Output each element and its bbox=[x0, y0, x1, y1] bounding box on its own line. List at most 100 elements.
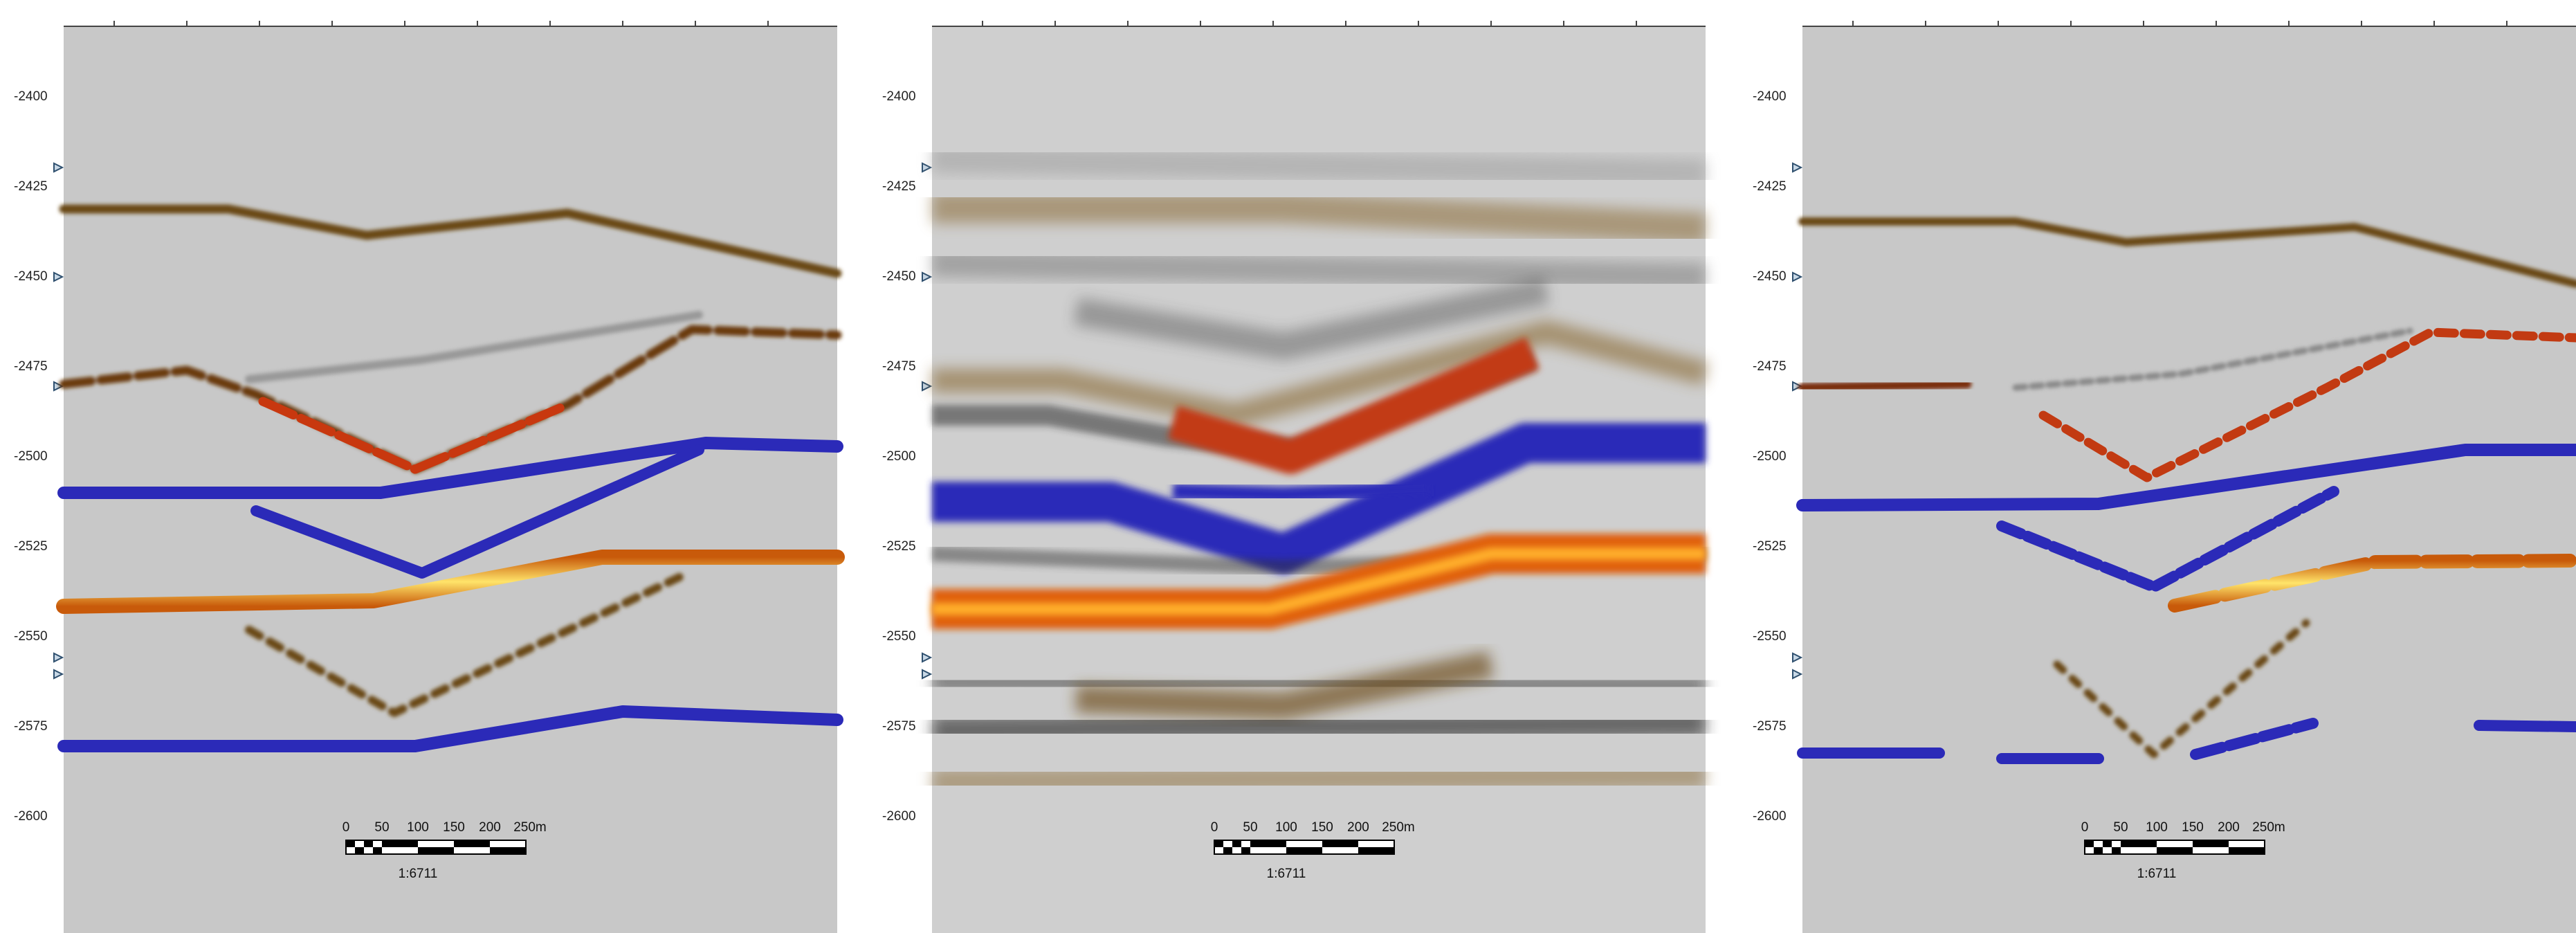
scale-label: 100 bbox=[2146, 820, 2168, 835]
scale-label: 100 bbox=[407, 820, 429, 835]
depth-axis: -2400 -2425 -2450 -2475 -2500 -2525 -255… bbox=[882, 89, 916, 824]
well-markers bbox=[53, 162, 64, 680]
marker-icon bbox=[922, 669, 933, 680]
depth-axis: -2400 -2425 -2450 -2475 -2500 -2525 -255… bbox=[14, 89, 48, 824]
depth-tick-label: -2450 bbox=[1753, 269, 1787, 284]
horizon-brown-lower bbox=[2053, 619, 2310, 759]
horizon-red bbox=[2038, 327, 2576, 482]
marker-icon bbox=[53, 652, 64, 663]
depth-tick-label: -2600 bbox=[882, 809, 916, 824]
horizon-blue-v bbox=[1996, 486, 2339, 592]
horizon-red bbox=[258, 397, 572, 474]
top-ticks bbox=[113, 21, 769, 26]
scale-bar: 0 50 100 150 200 250m 1:6711 bbox=[2081, 820, 2285, 881]
marker-icon bbox=[53, 669, 64, 680]
scale-ratio: 1:6711 bbox=[399, 867, 438, 881]
scale-label: 50 bbox=[1243, 820, 1257, 835]
horizon-brown-top bbox=[59, 204, 842, 278]
scale-label: 150 bbox=[1311, 820, 1333, 835]
horizon-gray bbox=[2012, 327, 2413, 391]
panel-left-canvas: -2400 -2425 -2450 -2475 -2500 -2525 -255… bbox=[14, 21, 845, 933]
marker-icon bbox=[1792, 652, 1803, 663]
horizon-blue-v bbox=[250, 444, 704, 579]
depth-tick-label: -2575 bbox=[14, 719, 48, 734]
depth-tick-label: -2400 bbox=[882, 89, 916, 104]
scale-label: 250m bbox=[513, 820, 547, 835]
marker-icon bbox=[1792, 271, 1803, 282]
depth-tick-label: -2400 bbox=[1753, 89, 1787, 104]
marker-icon bbox=[53, 271, 64, 282]
panel-middle: -2400 -2425 -2450 -2475 -2500 -2525 -255… bbox=[868, 0, 1709, 933]
depth-tick-label: -2425 bbox=[1753, 179, 1787, 194]
scale-label: 0 bbox=[342, 820, 350, 835]
depth-tick-label: -2475 bbox=[882, 359, 916, 374]
horizons bbox=[56, 204, 845, 752]
depth-tick-label: -2400 bbox=[14, 89, 48, 104]
depth-tick-label: -2500 bbox=[882, 449, 916, 464]
marker-icon bbox=[922, 162, 933, 173]
depth-tick-label: -2525 bbox=[1753, 539, 1787, 554]
horizon-blue-bottom-right bbox=[2474, 720, 2576, 732]
panel-right-canvas: -2400 -2425 -2450 -2475 -2500 -2525 -255… bbox=[1753, 21, 2576, 933]
depth-tick-label: -2500 bbox=[1753, 449, 1787, 464]
scale-label: 250m bbox=[1382, 820, 1415, 835]
marker-icon bbox=[922, 381, 933, 392]
depth-tick-label: -2600 bbox=[1753, 809, 1787, 824]
depth-tick-label: -2475 bbox=[1753, 359, 1787, 374]
scale-ratio: 1:6711 bbox=[1267, 867, 1306, 881]
marker-icon bbox=[922, 652, 933, 663]
marker-icon bbox=[1792, 669, 1803, 680]
scale-label: 150 bbox=[443, 820, 465, 835]
scale-label: 250m bbox=[2252, 820, 2285, 835]
scale-label: 0 bbox=[1211, 820, 1218, 835]
depth-tick-label: -2450 bbox=[14, 269, 48, 284]
horizon-gray bbox=[245, 311, 703, 383]
top-ticks bbox=[1852, 21, 2508, 26]
depth-tick-label: -2525 bbox=[14, 539, 48, 554]
depth-tick-label: -2550 bbox=[1753, 629, 1787, 644]
horizons bbox=[1795, 217, 2576, 764]
scale-label: 50 bbox=[2113, 820, 2128, 835]
scale-label: 0 bbox=[2081, 820, 2089, 835]
depth-tick-label: -2500 bbox=[14, 449, 48, 464]
seismic-background bbox=[1802, 26, 2576, 933]
top-ticks bbox=[982, 21, 1637, 26]
horizon-brown-left bbox=[1798, 379, 1972, 392]
depth-tick-label: -2425 bbox=[14, 179, 48, 194]
band-red-upper bbox=[1167, 337, 1540, 474]
panel-right: -2400 -2425 -2450 -2475 -2500 -2525 -255… bbox=[1739, 0, 2576, 933]
depth-tick-label: -2550 bbox=[14, 629, 48, 644]
horizon-brown-top bbox=[1798, 217, 2576, 288]
panel-middle-canvas: -2400 -2425 -2450 -2475 -2500 -2525 -255… bbox=[882, 21, 1709, 933]
seismic-bands bbox=[931, 145, 1709, 796]
scale-label: 200 bbox=[1347, 820, 1369, 835]
depth-tick-label: -2525 bbox=[882, 539, 916, 554]
depth-tick-label: -2575 bbox=[882, 719, 916, 734]
band-blue bbox=[932, 423, 1706, 574]
depth-tick-label: -2425 bbox=[882, 179, 916, 194]
depth-axis: -2400 -2425 -2450 -2475 -2500 -2525 -255… bbox=[1753, 89, 1787, 824]
scale-label: 150 bbox=[2182, 820, 2204, 835]
depth-tick-label: -2575 bbox=[1753, 719, 1787, 734]
horizon-brown-lower bbox=[245, 570, 689, 717]
scale-label: 200 bbox=[479, 820, 501, 835]
well-markers bbox=[1792, 162, 1803, 680]
horizon-yellow-right bbox=[2168, 554, 2576, 613]
depth-tick-label: -2600 bbox=[14, 809, 48, 824]
marker-icon bbox=[1792, 162, 1803, 173]
horizon-blue-bottom bbox=[57, 705, 843, 752]
marker-icon bbox=[1792, 381, 1803, 392]
horizon-yellow bbox=[56, 550, 845, 614]
marker-icon bbox=[53, 381, 64, 392]
marker-icon bbox=[53, 162, 64, 173]
panel-left: -2400 -2425 -2450 -2475 -2500 -2525 -255… bbox=[0, 0, 845, 933]
scale-bar: 0 50 100 150 200 250m 1:6711 bbox=[1211, 820, 1415, 881]
depth-tick-label: -2550 bbox=[882, 629, 916, 644]
well-markers bbox=[922, 162, 933, 680]
marker-icon bbox=[922, 271, 933, 282]
depth-tick-label: -2450 bbox=[882, 269, 916, 284]
scale-label: 200 bbox=[2218, 820, 2240, 835]
scale-bar: 0 50 100 150 200 250m 1:6711 bbox=[342, 820, 547, 881]
scale-ratio: 1:6711 bbox=[2137, 867, 2177, 881]
scale-label: 50 bbox=[374, 820, 389, 835]
